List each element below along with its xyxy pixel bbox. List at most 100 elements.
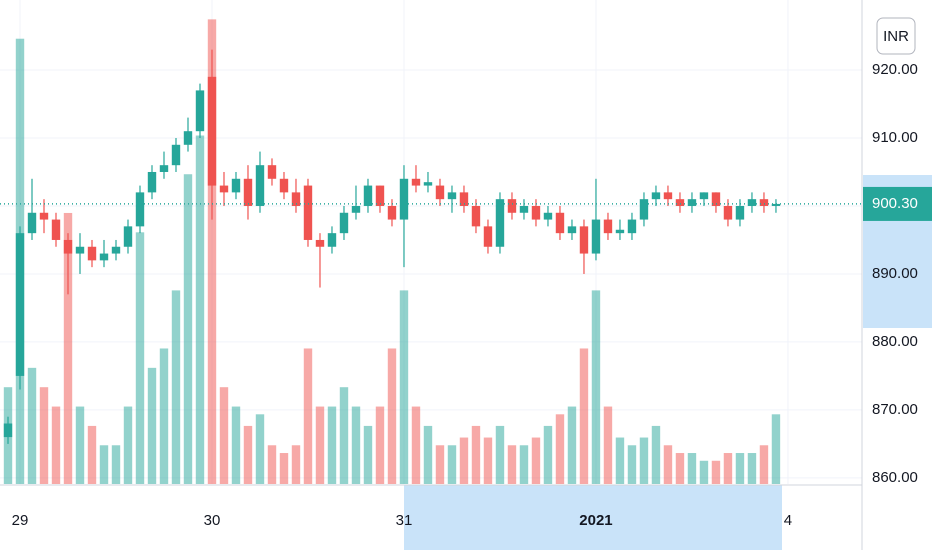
- candle-body: [315, 239, 325, 247]
- volume-bar: [411, 406, 421, 484]
- volume-bar: [291, 445, 301, 484]
- volume-bar: [39, 387, 49, 484]
- volume-bar: [183, 174, 193, 485]
- currency-badge[interactable]: [876, 17, 916, 55]
- volume-bar: [387, 348, 397, 484]
- volume-bar: [315, 406, 325, 484]
- volume-bar: [219, 387, 229, 484]
- x-range-highlight: [404, 485, 782, 550]
- candle-body: [375, 185, 385, 206]
- candle-body: [627, 219, 637, 234]
- volume-bar: [159, 348, 169, 484]
- currency-label: INR: [883, 28, 909, 45]
- volume-bar: [255, 414, 265, 484]
- x-tick-label: 29: [12, 512, 29, 529]
- candle-body: [759, 199, 769, 206]
- candle-body: [411, 178, 421, 186]
- volume-bar: [459, 437, 469, 484]
- candle-body: [63, 239, 73, 254]
- volume-bar: [147, 367, 157, 484]
- candle-body: [771, 203, 781, 206]
- candle-body: [339, 212, 349, 234]
- volume-bar: [303, 348, 313, 484]
- candle-body: [27, 212, 37, 234]
- x-tick-label: 31: [396, 512, 413, 529]
- candle-body: [267, 165, 277, 179]
- volume-bar: [51, 406, 61, 484]
- candle-body: [459, 192, 469, 206]
- candle-body: [231, 178, 241, 193]
- y-tick-label: 920.00: [872, 61, 918, 78]
- candle-body: [615, 229, 625, 234]
- candle-body: [255, 165, 265, 206]
- candle-body: [447, 192, 457, 200]
- candle-body: [207, 76, 217, 186]
- volume-bar: [627, 445, 637, 484]
- volume-bar: [615, 437, 625, 484]
- candle-body: [111, 246, 121, 254]
- volume-bar: [111, 445, 121, 484]
- volume-bar: [87, 425, 97, 484]
- candle-body: [39, 212, 49, 220]
- volume-bar: [231, 406, 241, 484]
- candle-body: [399, 178, 409, 220]
- volume-bar: [63, 212, 73, 484]
- y-tick-label: 870.00: [872, 401, 918, 418]
- candle-body: [435, 185, 445, 200]
- candle-body: [51, 219, 61, 240]
- volume-bar: [471, 425, 481, 484]
- volume-bar: [195, 135, 205, 484]
- candle-body: [519, 205, 529, 213]
- volume-bar: [603, 406, 613, 484]
- candle-body: [639, 199, 649, 220]
- y-tick-label: 880.00: [872, 333, 918, 350]
- candle-body: [171, 144, 181, 166]
- volume-bar: [663, 445, 673, 484]
- candle-body: [99, 253, 109, 261]
- candle-body: [303, 185, 313, 240]
- volume-bar: [435, 445, 445, 484]
- volume-bar: [699, 460, 709, 484]
- volume-bar: [507, 445, 517, 484]
- volume-bar: [483, 437, 493, 484]
- last-price-badge: [863, 186, 932, 221]
- candle-body: [195, 90, 205, 132]
- volume-bar: [675, 453, 685, 484]
- volume-bar: [339, 387, 349, 484]
- volume-bar: [123, 406, 133, 484]
- y-tick-label: 890.00: [872, 265, 918, 282]
- volume-bar: [495, 425, 505, 484]
- candle-body: [87, 246, 97, 261]
- volume-bar: [519, 445, 529, 484]
- y-tick-label: 910.00: [872, 129, 918, 146]
- volume-bar: [543, 425, 553, 484]
- candle-body: [483, 226, 493, 247]
- volume-bar: [267, 445, 277, 484]
- candle-body: [735, 205, 745, 220]
- candle-body: [711, 192, 721, 206]
- candle-body: [327, 233, 337, 247]
- candle-body: [183, 131, 193, 145]
- candle-body: [699, 192, 709, 200]
- volume-bar: [531, 437, 541, 484]
- candle-body: [651, 192, 661, 200]
- volume-bar: [711, 460, 721, 484]
- candle-body: [723, 205, 733, 220]
- candle-body: [603, 219, 613, 234]
- volume-bar: [27, 367, 37, 484]
- candle-body: [291, 192, 301, 206]
- volume-bar: [555, 414, 565, 484]
- volume-bar: [591, 290, 601, 484]
- volume-bar: [99, 445, 109, 484]
- volume-bar: [747, 453, 757, 484]
- candle-body: [423, 182, 433, 186]
- last-price-label: 900.30: [872, 195, 918, 212]
- candle-body: [123, 226, 133, 247]
- candle-body: [555, 212, 565, 234]
- volume-bar: [423, 425, 433, 484]
- candle-body: [687, 199, 697, 206]
- candle-body: [579, 226, 589, 254]
- volume-bar: [639, 437, 649, 484]
- candle-body: [507, 199, 517, 213]
